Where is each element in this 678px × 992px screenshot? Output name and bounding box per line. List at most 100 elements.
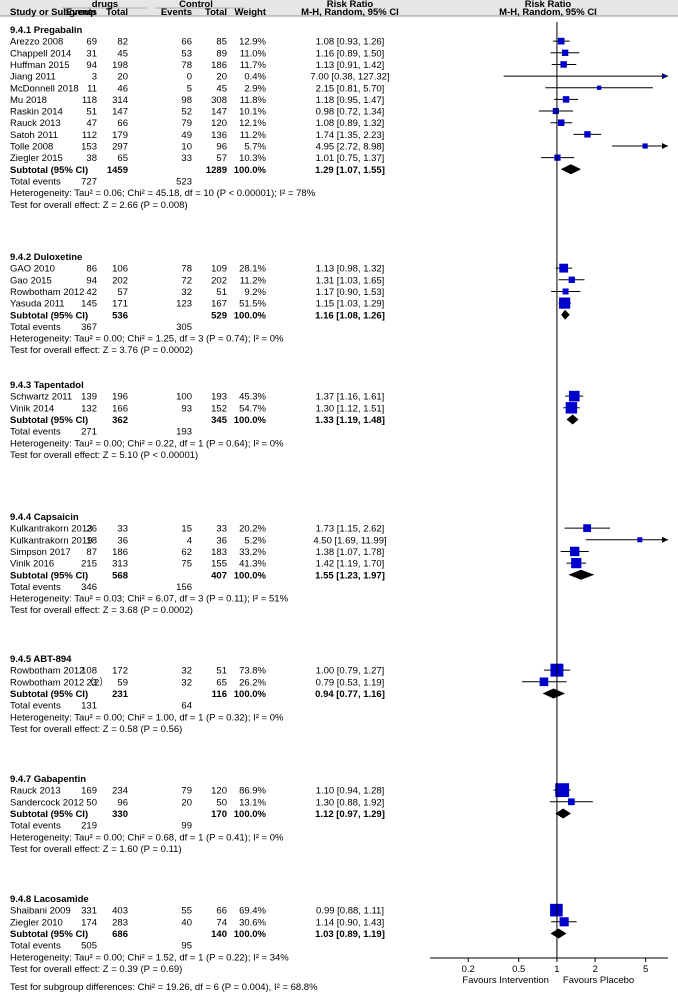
total-drug: 283 xyxy=(112,917,128,928)
ci-column-header: M-H, Random, 95% CI xyxy=(301,7,399,18)
heterogeneity-text: Heterogeneity: Tau² = 0.00; Chi² = 1.52,… xyxy=(10,952,289,963)
subtotal-total-drug: 1459 xyxy=(107,165,128,176)
events-control: 93 xyxy=(181,403,192,414)
total-drug: 234 xyxy=(112,786,128,797)
study-name: Ziegler 2010 xyxy=(10,917,63,928)
events1-column-header: Events xyxy=(66,7,97,18)
subtotal-weight: 100.0% xyxy=(234,415,267,426)
study-column-header: Study or Subgroup xyxy=(10,7,96,18)
events-control: 78 xyxy=(181,264,192,275)
subtotal-weight: 100.0% xyxy=(234,689,267,700)
events-drug: 86 xyxy=(86,264,97,275)
x-axis-tick-label: 2 xyxy=(592,964,597,975)
total-drug: 20 xyxy=(117,72,128,83)
events-drug: 87 xyxy=(86,547,97,558)
weight-column-header: Weight xyxy=(235,7,267,18)
events-control: 100 xyxy=(176,392,192,403)
study-name: Kulkantrakorn 2019 xyxy=(10,535,92,546)
total-drug: 179 xyxy=(112,130,128,141)
study-name: Mu 2018 xyxy=(10,95,47,106)
subtotal-diamond xyxy=(560,164,582,175)
total-drug: 36 xyxy=(117,535,128,546)
total-events-label: Total events xyxy=(10,701,61,712)
total-control: 308 xyxy=(211,95,227,106)
subtotal-diamond xyxy=(566,414,579,425)
study-ci-text: 1.08 [0.89, 1.32] xyxy=(316,118,385,129)
subtotal-ci-text: 1.16 [1.08, 1.26] xyxy=(315,310,385,321)
total-control: 33 xyxy=(216,524,227,535)
study-weight: 13.1% xyxy=(239,797,266,808)
total-drug: 82 xyxy=(117,37,128,48)
events2-column-header: Events xyxy=(161,7,192,18)
events-drug: 153 xyxy=(81,142,97,153)
subtotal-total-drug: 362 xyxy=(112,415,128,426)
study-point-marker xyxy=(642,143,648,149)
total-control: 193 xyxy=(211,392,227,403)
subtotal-label: Subtotal (95% CI) xyxy=(10,165,88,176)
subgroup-header: 9.4.2 Duloxetine xyxy=(10,252,82,263)
events-control: 33 xyxy=(181,153,192,164)
total-control: 120 xyxy=(211,786,227,797)
events-drug: 42 xyxy=(86,287,97,298)
total-events-label: Total events xyxy=(10,176,61,187)
subgroup-differences-text: Test for subgroup differences: Chi² = 19… xyxy=(10,982,318,992)
subtotal-weight: 100.0% xyxy=(234,809,267,820)
group2-header: Control xyxy=(179,0,213,10)
total-events-control: 156 xyxy=(176,582,192,593)
total-control: 89 xyxy=(216,48,227,59)
subtotal-total-drug: 536 xyxy=(112,310,128,321)
events-drug: 51 xyxy=(86,107,97,118)
study-point-marker xyxy=(565,402,578,414)
total-events-control: 99 xyxy=(181,821,192,832)
total-events-drug: 727 xyxy=(81,176,97,187)
study-point-marker xyxy=(583,524,592,533)
study-name: Sandercock 2012 xyxy=(10,797,84,808)
total-drug: 171 xyxy=(112,299,128,310)
total-control: 109 xyxy=(211,264,227,275)
events-drug: 31 xyxy=(86,48,97,59)
subgroup-header: 9.4.3 Tapentadol xyxy=(10,380,84,391)
study-name: Yasuda 2011 xyxy=(10,299,65,310)
study-point-marker xyxy=(562,96,570,103)
study-weight: 12.1% xyxy=(239,118,266,129)
events-drug: 26 xyxy=(86,524,97,535)
study-weight: 0.4% xyxy=(244,72,266,83)
events-control: 15 xyxy=(181,524,192,535)
subtotal-total-control: 1289 xyxy=(206,165,227,176)
study-name: Jiang 2011 xyxy=(10,72,56,83)
study-name: Rauck 2013 xyxy=(10,786,61,797)
total-drug: 57 xyxy=(117,287,128,298)
study-name: Arezzo 2008 xyxy=(10,37,63,48)
subtotal-ci-text: 1.33 [1.19, 1.48] xyxy=(315,415,385,426)
subtotal-label: Subtotal (95% CI) xyxy=(10,809,88,820)
events-drug: 108 xyxy=(81,666,97,677)
total-drug: 66 xyxy=(117,118,128,129)
study-point-marker xyxy=(554,154,561,161)
overall-effect-text: Test for overall effect: Z = 5.10 (P < 0… xyxy=(10,450,198,461)
subtotal-ci-text: 1.55 [1.23, 1.97] xyxy=(315,570,385,581)
subtotal-total-control: 407 xyxy=(211,570,227,581)
total-control: 45 xyxy=(216,83,227,94)
subtotal-weight: 100.0% xyxy=(234,929,267,940)
events-drug: 139 xyxy=(81,392,97,403)
subtotal-ci-text: 1.12 [0.97, 1.29] xyxy=(315,809,385,820)
subgroup-header: 9.4.8 Lacosamide xyxy=(10,894,89,905)
total-events-control: 523 xyxy=(176,176,192,187)
total-control: 66 xyxy=(216,906,227,917)
overall-effect-text: Test for overall effect: Z = 0.39 (P = 0… xyxy=(10,964,182,975)
events-drug: 145 xyxy=(81,299,97,310)
study-weight: 11.8% xyxy=(240,95,267,106)
study-ci-text: 1.74 [1.35, 2.23] xyxy=(316,130,385,141)
subtotal-total-drug: 686 xyxy=(112,929,128,940)
favours-intervention-label: Favours Intervention xyxy=(462,975,549,986)
events-control: 32 xyxy=(181,287,192,298)
study-weight: 86.9% xyxy=(239,786,266,797)
study-ci-text: 1.13 [0.98, 1.32] xyxy=(316,264,385,275)
events-control: 20 xyxy=(181,797,192,808)
study-name: Raskin 2014 xyxy=(10,107,63,118)
study-point-marker xyxy=(559,297,571,309)
events-control: 40 xyxy=(181,917,192,928)
study-name: Shaibani 2009 xyxy=(10,906,71,917)
subtotal-total-drug: 231 xyxy=(112,689,129,700)
events-control: 79 xyxy=(181,118,192,129)
